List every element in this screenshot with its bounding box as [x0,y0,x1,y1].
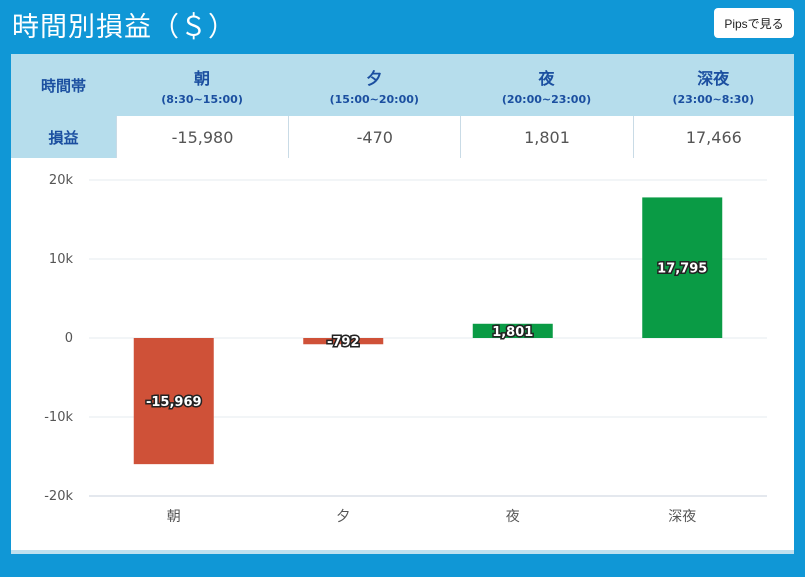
column-range: (23:00~8:30) [672,92,755,106]
pips-view-button[interactable]: Pipsで見る [714,8,794,38]
y-tick-label: 20k [49,173,74,188]
x-tick-label: 夕 [336,509,350,525]
bar-data-label: 1,801 [492,325,533,340]
table-header-row: 時間帯 朝 (8:30~15:00) 夕 (15:00~20:00) 夜 (20… [11,54,794,116]
y-tick-label: 10k [49,252,74,267]
bar [472,323,553,338]
column-name: 夕 [366,68,383,88]
x-tick-label: 深夜 [668,509,696,525]
value-evening: -470 [288,116,461,158]
column-name: 深夜 [697,68,730,88]
row-header-label: 時間帯 [11,54,116,116]
time-pl-table: 時間帯 朝 (8:30~15:00) 夕 (15:00~20:00) 夜 (20… [11,54,794,158]
pl-panel: 時間帯 朝 (8:30~15:00) 夕 (15:00~20:00) 夜 (20… [11,54,794,554]
bar-data-label: -792 [327,335,360,350]
bar-data-label: -15,969 [146,395,202,410]
bar [303,338,384,345]
y-tick-label: 0 [65,331,73,346]
value-row-label: 損益 [11,116,116,158]
x-tick-label: 朝 [167,509,181,525]
column-header-evening: 夕 (15:00~20:00) [288,54,461,116]
page-title: 時間別損益（＄） [12,12,236,43]
value-late-night: 17,466 [632,116,794,158]
column-range: (20:00~23:00) [501,92,592,106]
y-tick-label: -20k [44,489,73,504]
bar [642,197,723,338]
y-tick-label: -10k [44,410,73,425]
chart-svg: 20k 10k 0 -10k -20k -15,969 朝 -792 夕 1,801 夜 17,795… [44,173,767,525]
bar-data-label: 17,795 [657,262,707,277]
column-header-late-night: 深夜 (23:00~8:30) [632,54,794,116]
value-night: 1,801 [460,116,633,158]
column-header-morning: 朝 (8:30~15:00) [115,54,289,116]
table-value-row: 損益 -15,980 -470 1,801 17,466 [11,116,794,158]
x-tick-label: 夜 [506,509,520,525]
column-name: 夜 [538,68,555,88]
column-name: 朝 [194,68,211,88]
pl-bar-chart: 20k 10k 0 -10k -20k -15,969 朝 -792 夕 1,801 夜 17,795… [11,158,794,550]
column-range: (15:00~20:00) [329,92,419,106]
column-header-night: 夜 (20:00~23:00) [460,54,633,116]
bar [133,338,214,465]
value-morning: -15,980 [115,116,289,158]
column-range: (8:30~15:00) [161,92,243,106]
